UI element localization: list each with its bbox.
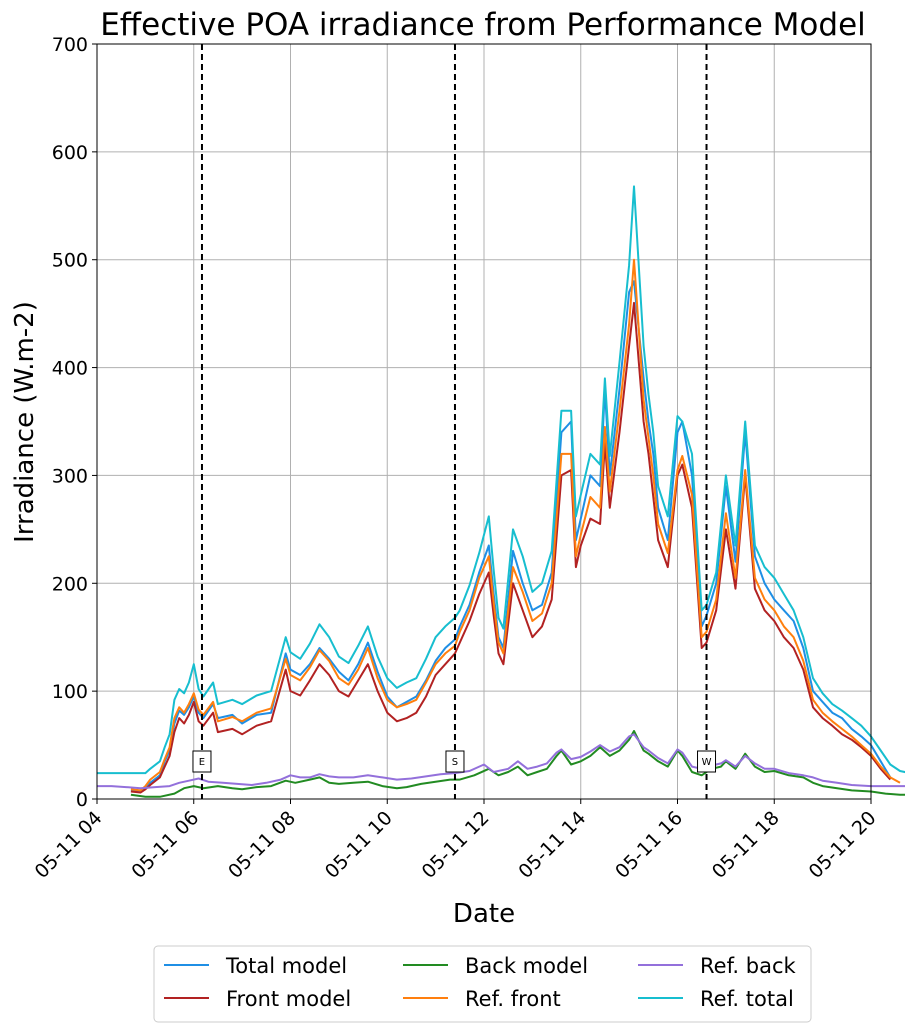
series-line-total: [130, 280, 892, 793]
marker-box: [192, 750, 212, 773]
x-tick-label: 05-11 04: [31, 807, 107, 883]
marker-box: [697, 750, 717, 773]
y-tick-label: 700: [52, 34, 88, 56]
x-tick-label: 05-11 08: [224, 807, 300, 883]
x-tick-label: 05-11 06: [127, 807, 203, 883]
series-line-back: [130, 730, 905, 798]
y-tick-label: 100: [52, 681, 88, 703]
y-axis-label: Irradiance (W.m-2): [10, 301, 40, 543]
x-axis-label: Date: [453, 899, 515, 929]
x-tick-label: 05-11 16: [611, 807, 687, 883]
legend: Total model Front model Back model Ref. fro…: [153, 945, 812, 1023]
series-line-reftotal: [97, 185, 905, 775]
legend-label: Ref. total: [700, 987, 794, 1011]
x-tick-label: 05-11 10: [321, 807, 397, 883]
y-tick-label: 600: [52, 142, 88, 164]
series-line-refback: [97, 733, 905, 790]
y-tick-label: 400: [52, 358, 88, 380]
chart-title: Effective POA irradiance from Performanc…: [100, 7, 866, 43]
y-tick-label: 200: [52, 573, 88, 595]
legend-label: Front model: [226, 987, 351, 1011]
x-tick-label: 05-11 18: [708, 807, 784, 883]
x-tick-label: 05-11 20: [805, 807, 881, 883]
marker-box: [445, 750, 465, 773]
legend-label: Ref. front: [465, 987, 561, 1011]
series-lines: [97, 185, 905, 798]
marker-label: S: [452, 757, 458, 768]
x-tick-label: 05-11 14: [514, 807, 590, 883]
x-axis-ticks: 05-11 04 05-11 06 05-11 08 05-11 10 05-11 12…: [31, 799, 881, 883]
legend-label: Ref. back: [700, 954, 797, 978]
y-tick-label: 500: [52, 250, 88, 272]
y-axis-ticks: 0 100 200 300 400 500 600 700: [52, 34, 97, 811]
marker-label: E: [199, 757, 205, 768]
series-line-reffront: [130, 258, 901, 792]
y-tick-label: 0: [76, 789, 88, 811]
x-tick-label: 05-11 12: [418, 807, 494, 883]
legend-label: Back model: [465, 954, 588, 978]
legend-label: Total model: [225, 954, 347, 978]
marker-label: W: [702, 757, 712, 768]
y-tick-label: 300: [52, 465, 88, 487]
